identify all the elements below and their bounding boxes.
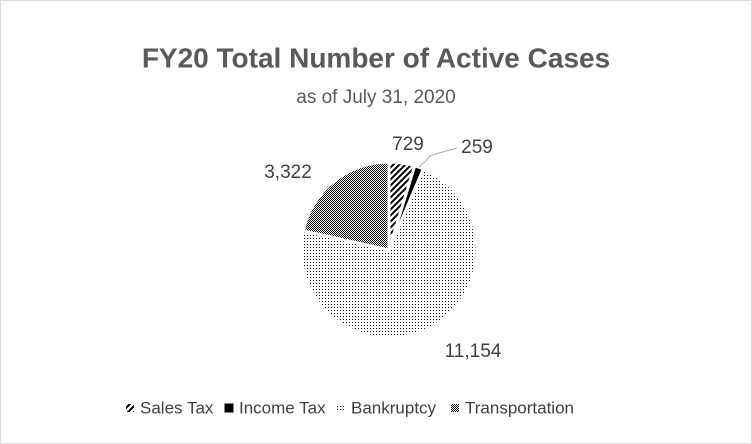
legend-label: Bankruptcy [351, 398, 437, 417]
legend-label: Sales Tax [140, 398, 214, 417]
leader-line [418, 147, 458, 168]
legend-marker [224, 403, 234, 413]
chart-title: FY20 Total Number of Active Cases [142, 42, 610, 73]
chart-subtitle: as of July 31, 2020 [296, 87, 456, 108]
data-label: 259 [461, 137, 493, 158]
pie-slice [301, 160, 391, 252]
data-label: 3,322 [264, 162, 312, 183]
legend-marker [337, 404, 345, 412]
pie-slice [299, 167, 479, 340]
data-label: 11,154 [445, 341, 502, 362]
legend-marker [126, 404, 134, 412]
legend-label: Transportation [465, 398, 574, 417]
legend-marker [451, 404, 459, 412]
data-label: 729 [392, 134, 424, 155]
legend-label: Income Tax [239, 398, 326, 417]
